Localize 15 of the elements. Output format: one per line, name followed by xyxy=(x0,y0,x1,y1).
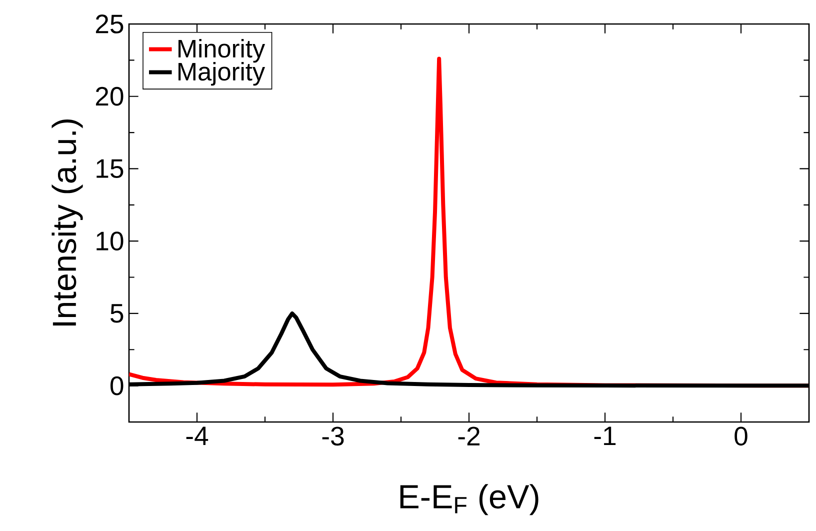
y-tick-label: 25 xyxy=(96,14,124,34)
x-tick-label: -1 xyxy=(594,426,616,446)
y-tick-label: 0 xyxy=(110,376,124,396)
y-axis-title: Intensity (a.u.) xyxy=(52,119,83,326)
legend-label: Minority xyxy=(178,39,266,63)
x-tick-label: -3 xyxy=(322,426,344,446)
y-tick-label: 10 xyxy=(96,232,124,251)
x-tick-label: 0 xyxy=(734,426,748,446)
y-tick-label: 20 xyxy=(96,86,124,106)
legend-label: Majority xyxy=(178,62,266,86)
y-tick-label: 5 xyxy=(110,304,124,323)
x-tick-label: -4 xyxy=(186,426,208,446)
x-tick-label: -2 xyxy=(458,426,480,446)
x-axis-title: E-E$_{F}$ (eV) xyxy=(400,484,538,516)
y-tick-label: 15 xyxy=(96,159,124,178)
